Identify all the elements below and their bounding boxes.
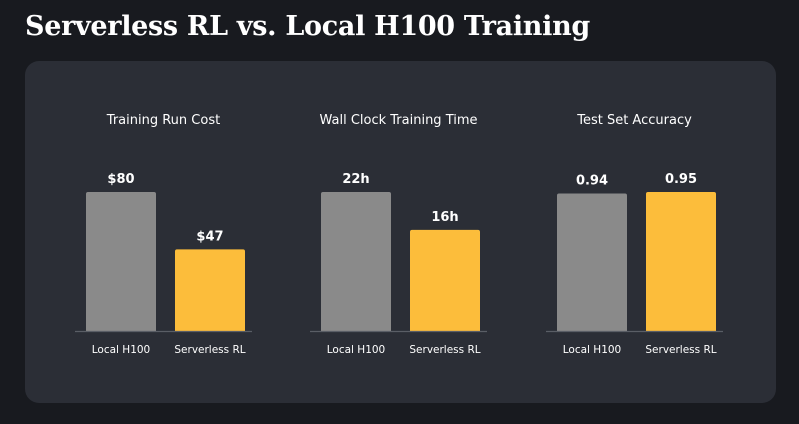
bar-serverless-rl bbox=[410, 229, 480, 331]
bar-serverless-rl bbox=[646, 192, 716, 331]
x-tick-label: Local H100 bbox=[92, 344, 151, 356]
value-label: 22h bbox=[342, 172, 369, 187]
x-tick-label: Local H100 bbox=[563, 344, 622, 356]
x-tick-label: Serverless RL bbox=[174, 344, 245, 356]
bar-local-h100 bbox=[557, 193, 627, 331]
value-label: 16h bbox=[431, 210, 458, 225]
x-tick-label: Serverless RL bbox=[409, 344, 480, 356]
value-label: $47 bbox=[196, 229, 223, 244]
x-tick-label: Serverless RL bbox=[645, 344, 716, 356]
chart-title: Wall Clock Training Time bbox=[319, 113, 477, 128]
bar-serverless-rl bbox=[175, 249, 245, 331]
chart-title: Training Run Cost bbox=[106, 113, 220, 128]
bar-local-h100 bbox=[321, 192, 391, 331]
bar-local-h100 bbox=[86, 192, 156, 331]
x-tick-label: Local H100 bbox=[327, 344, 386, 356]
value-label: 0.94 bbox=[576, 173, 608, 188]
value-label: $80 bbox=[107, 172, 134, 187]
chart-title: Test Set Accuracy bbox=[576, 113, 692, 128]
page-title: Serverless RL vs. Local H100 Training bbox=[25, 11, 590, 42]
value-label: 0.95 bbox=[665, 172, 697, 187]
